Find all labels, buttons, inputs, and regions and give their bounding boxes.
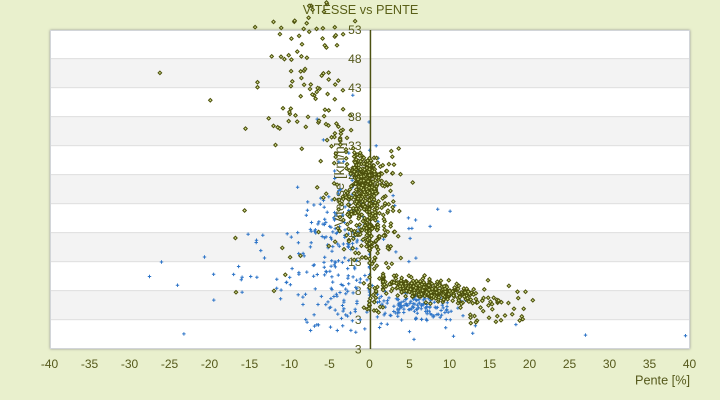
svg-text:8: 8 xyxy=(355,284,362,298)
svg-text:30: 30 xyxy=(603,357,617,371)
svg-text:40: 40 xyxy=(683,357,697,371)
svg-text:5: 5 xyxy=(406,357,413,371)
svg-text:53: 53 xyxy=(348,23,362,37)
svg-text:25: 25 xyxy=(563,357,577,371)
svg-text:-10: -10 xyxy=(281,357,299,371)
svg-text:33: 33 xyxy=(348,139,362,153)
svg-text:43: 43 xyxy=(348,81,362,95)
svg-text:-35: -35 xyxy=(81,357,99,371)
svg-text:VITESSE vs PENTE: VITESSE vs PENTE xyxy=(303,3,419,17)
svg-text:Pente [%]: Pente [%] xyxy=(635,373,690,387)
svg-text:-5: -5 xyxy=(324,357,335,371)
svg-text:3: 3 xyxy=(355,343,362,357)
svg-text:-30: -30 xyxy=(121,357,139,371)
svg-text:48: 48 xyxy=(348,52,362,66)
svg-text:38: 38 xyxy=(348,110,362,124)
svg-text:-15: -15 xyxy=(241,357,259,371)
svg-text:35: 35 xyxy=(643,357,657,371)
svg-text:13: 13 xyxy=(348,255,362,269)
svg-text:10: 10 xyxy=(443,357,457,371)
svg-text:-20: -20 xyxy=(201,357,219,371)
svg-text:0: 0 xyxy=(366,357,373,371)
svg-text:-25: -25 xyxy=(161,357,179,371)
svg-text:15: 15 xyxy=(483,357,497,371)
svg-text:-40: -40 xyxy=(41,357,59,371)
svg-text:3: 3 xyxy=(355,313,362,327)
svg-text:20: 20 xyxy=(523,357,537,371)
